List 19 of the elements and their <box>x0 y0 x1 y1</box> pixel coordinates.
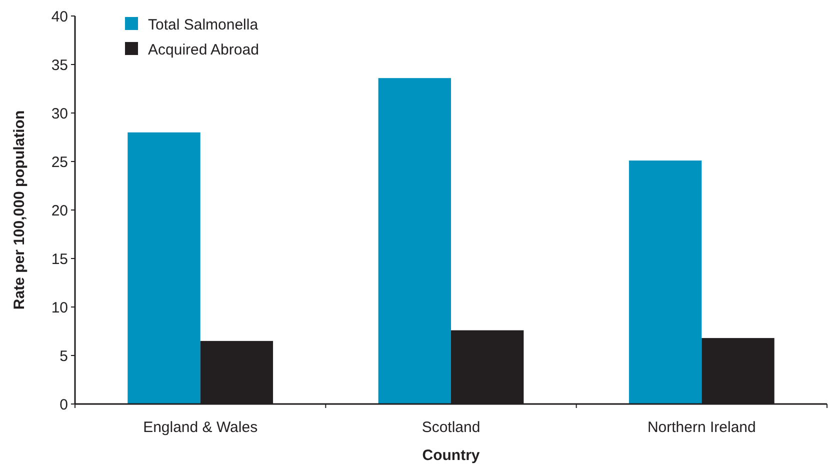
x-axis-title: Country <box>422 447 480 464</box>
y-axis-title: Rate per 100,000 population <box>11 110 28 310</box>
y-tick-label: 10 <box>51 299 68 316</box>
y-tick-label: 35 <box>51 56 68 74</box>
y-tick-label: 25 <box>51 154 68 171</box>
x-tick-label: Scotland <box>422 419 480 436</box>
x-tick-label: England & Wales <box>143 419 258 436</box>
y-tick-label: 5 <box>60 348 68 365</box>
x-tick-label: Northern Ireland <box>647 419 756 436</box>
y-tick-label: 0 <box>60 396 68 414</box>
bar <box>378 78 451 404</box>
bar <box>128 132 200 404</box>
y-tick-label: 30 <box>51 105 68 122</box>
y-tick-label: 40 <box>51 8 68 26</box>
y-tick-label: 20 <box>51 202 68 220</box>
legend-label: Acquired Abroad <box>148 41 259 58</box>
y-tick-label: 15 <box>51 250 68 268</box>
legend-label: Total Salmonella <box>148 16 259 34</box>
bar <box>628 160 702 404</box>
